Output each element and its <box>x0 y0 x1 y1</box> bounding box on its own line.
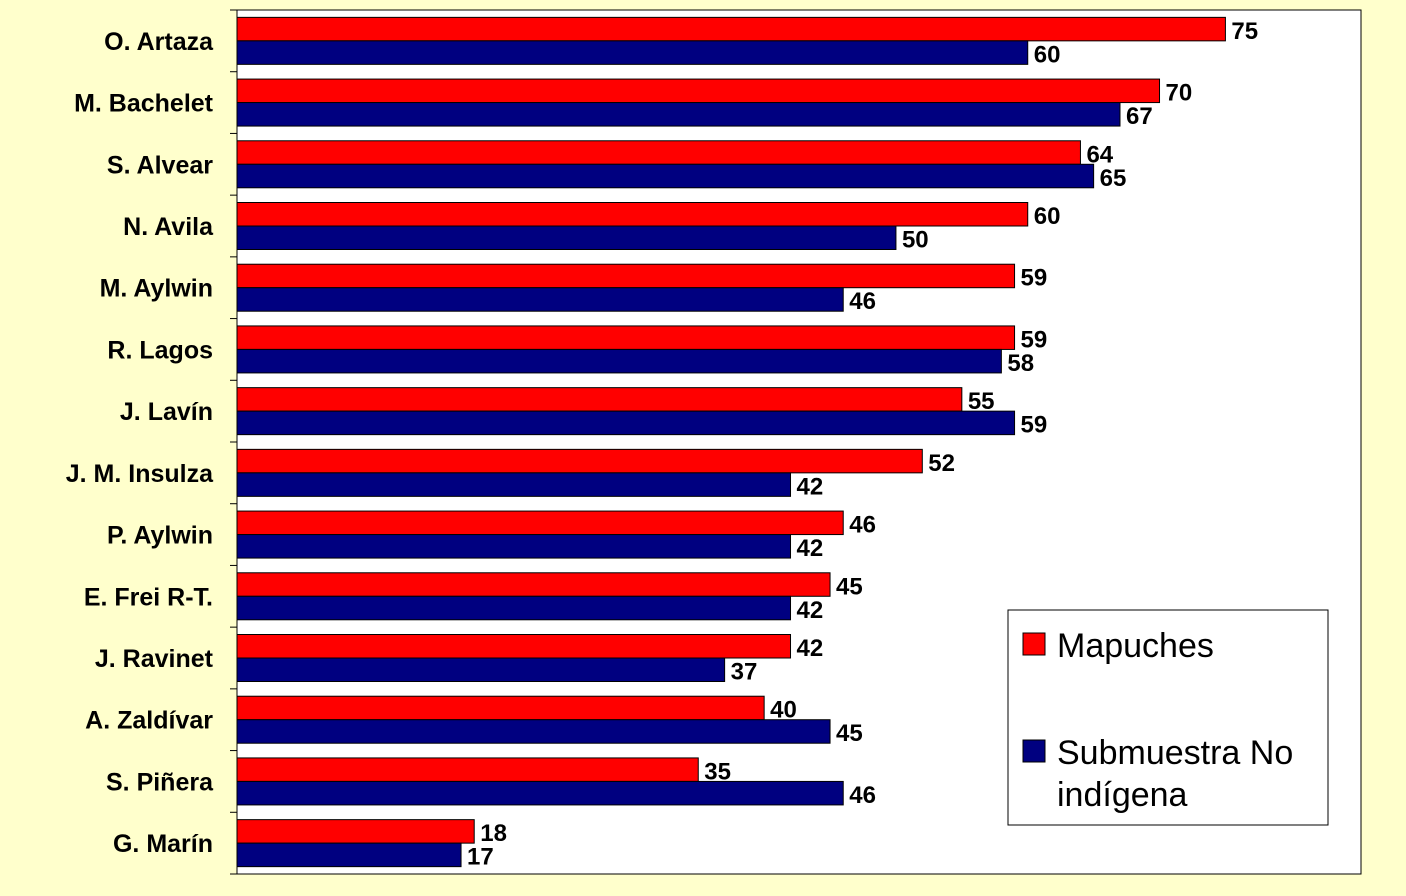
value-label: 42 <box>797 473 824 500</box>
bar-mapuches <box>236 263 1016 289</box>
category-label: J. Lavín <box>120 398 213 426</box>
value-label: 64 <box>1086 141 1113 168</box>
bar-no-indigena <box>236 780 844 806</box>
category-labels: O. Artaza M. Bachelet S. Alvear N. Avila M. … <box>66 28 214 858</box>
bar-no-indigena <box>236 719 831 744</box>
category-label: M. Bachelet <box>74 90 214 118</box>
value-label: 37 <box>731 659 758 686</box>
bar-mapuches <box>236 634 792 659</box>
bar-mapuches <box>236 78 1161 104</box>
bar-mapuches <box>236 325 1016 350</box>
bar-no-indigena <box>236 472 792 497</box>
value-label: 42 <box>797 597 824 624</box>
value-label: 40 <box>770 697 797 724</box>
legend-box <box>1007 609 1329 826</box>
legend-swatch-no-indigena <box>1022 739 1046 763</box>
category-label: S. Alvear <box>107 151 213 179</box>
bar-no-indigena <box>236 534 792 559</box>
legend-label: Mapuches <box>1057 627 1214 665</box>
bar-no-indigena <box>236 348 1002 374</box>
bar-mapuches <box>236 16 1226 42</box>
category-label: G. Marín <box>113 830 213 858</box>
bar-mapuches <box>236 140 1081 165</box>
legend-label: Submuestra No <box>1057 734 1293 772</box>
value-label: 46 <box>849 288 876 315</box>
value-label: 58 <box>1007 350 1034 377</box>
legend-swatch-mapuches <box>1022 632 1046 656</box>
category-axis <box>230 9 238 875</box>
bar-no-indigena <box>236 657 726 682</box>
category-label: P. Aylwin <box>107 522 213 550</box>
value-label: 17 <box>467 844 494 871</box>
value-label: 35 <box>704 758 731 785</box>
category-label: E. Frei R-T. <box>84 583 213 611</box>
bar-no-indigena <box>236 287 844 312</box>
value-label: 45 <box>836 573 863 600</box>
category-label: A. Zaldívar <box>85 707 213 735</box>
bars <box>236 16 1226 868</box>
bar-mapuches <box>236 510 844 536</box>
value-label: 59 <box>1021 265 1048 292</box>
bar-no-indigena <box>236 595 792 621</box>
category-label: N. Avila <box>123 213 214 241</box>
category-label: J. Ravinet <box>95 645 214 673</box>
bar-no-indigena <box>236 410 1016 436</box>
value-label: 52 <box>928 450 955 477</box>
value-labels: 7560706764656050594659585559524246424542… <box>467 18 1258 871</box>
value-label: 70 <box>1166 80 1193 107</box>
legend-label: indígena <box>1057 776 1188 814</box>
bar-mapuches <box>236 202 1029 227</box>
value-label: 42 <box>797 535 824 562</box>
value-label: 46 <box>849 782 876 809</box>
bar-mapuches <box>236 695 765 721</box>
bar-no-indigena <box>236 40 1029 65</box>
value-label: 50 <box>902 227 929 254</box>
value-label: 65 <box>1100 165 1127 192</box>
value-label: 45 <box>836 720 863 747</box>
bar-mapuches <box>236 387 963 412</box>
category-label: R. Lagos <box>107 336 213 364</box>
category-label: J. M. Insulza <box>66 460 214 488</box>
value-label: 55 <box>968 388 995 415</box>
bar-no-indigena <box>236 842 462 868</box>
value-label: 67 <box>1126 103 1153 130</box>
value-label: 75 <box>1231 18 1258 45</box>
value-label: 60 <box>1034 203 1061 230</box>
bar-no-indigena <box>236 225 897 250</box>
bar-mapuches <box>236 757 699 782</box>
category-label: M. Aylwin <box>100 275 213 303</box>
legend: Mapuches Submuestra No indígena <box>1007 609 1329 826</box>
bar-no-indigena <box>236 163 1095 189</box>
bar-no-indigena <box>236 102 1121 127</box>
bar-mapuches <box>236 448 923 474</box>
bar-mapuches <box>236 819 475 844</box>
value-label: 60 <box>1034 41 1061 68</box>
value-label: 42 <box>797 635 824 662</box>
category-label: O. Artaza <box>104 28 214 56</box>
category-label: S. Piñera <box>106 768 214 796</box>
value-label: 59 <box>1021 326 1048 353</box>
value-label: 59 <box>1021 412 1048 439</box>
value-label: 46 <box>849 512 876 539</box>
bar-mapuches <box>236 572 831 597</box>
value-label: 18 <box>480 820 507 847</box>
